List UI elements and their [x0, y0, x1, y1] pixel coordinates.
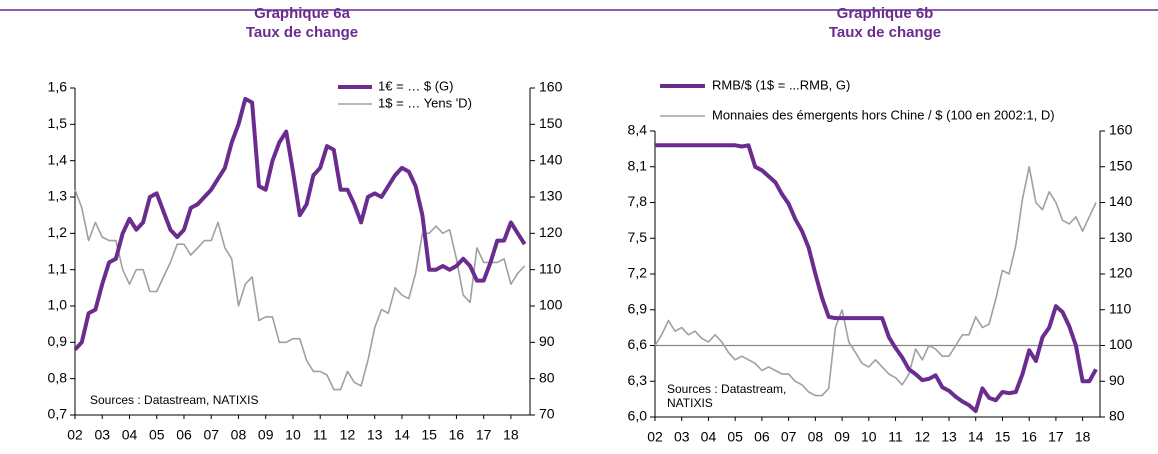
x-tick-label: 06	[754, 429, 770, 445]
x-tick-label: 13	[941, 429, 957, 445]
y2-tick-label: 110	[1109, 300, 1132, 316]
x-tick-label: 08	[808, 429, 824, 445]
x-tick-label: 17	[1048, 429, 1064, 445]
x-tick-label: 12	[340, 427, 356, 443]
y-tick-label: 8,1	[628, 157, 648, 173]
x-tick-label: 18	[503, 427, 519, 443]
source-note: NATIXIS	[667, 396, 713, 410]
series-line	[655, 143, 1098, 413]
x-tick-label: 11	[313, 427, 328, 443]
y2-tick-label: 90	[1109, 372, 1125, 388]
y2-tick-label: 110	[539, 260, 562, 276]
x-tick-label: 04	[701, 429, 717, 445]
x-tick-label: 08	[231, 427, 247, 443]
y-tick-label: 1,5	[48, 115, 68, 131]
y2-tick-label: 150	[1109, 157, 1133, 173]
y-tick-label: 6,9	[628, 300, 648, 316]
x-tick-label: 07	[203, 427, 219, 443]
y-tick-label: 1,3	[48, 188, 68, 204]
y2-tick-label: 130	[539, 188, 563, 204]
y2-tick-label: 150	[539, 115, 563, 131]
y2-tick-label: 160	[1109, 122, 1133, 138]
x-tick-label: 06	[176, 427, 192, 443]
y-tick-label: 1,1	[48, 260, 68, 276]
x-tick-label: 09	[834, 429, 850, 445]
source-note: Sources : Datastream, NATIXIS	[90, 393, 259, 407]
legend-label: RMB/$ (1$ = ...RMB, G)	[712, 77, 850, 92]
y-tick-label: 1,2	[48, 224, 68, 240]
x-tick-label: 13	[367, 427, 383, 443]
chart-title: Graphique 6a	[254, 5, 351, 22]
series-line	[73, 96, 527, 351]
y-tick-label: 6,3	[628, 372, 648, 388]
y2-tick-label: 160	[539, 79, 563, 95]
x-tick-label: 09	[258, 427, 274, 443]
x-tick-label: 02	[647, 429, 663, 445]
y-tick-label: 7,5	[628, 229, 648, 245]
y2-tick-label: 140	[539, 151, 563, 167]
y-tick-label: 1,4	[48, 151, 68, 167]
series-line	[654, 166, 1097, 397]
series-line	[74, 189, 526, 391]
x-tick-label: 10	[285, 427, 301, 443]
y2-tick-label: 90	[539, 333, 555, 349]
x-tick-label: 03	[94, 427, 110, 443]
y-tick-label: 8,4	[628, 122, 648, 138]
x-tick-label: 04	[122, 427, 138, 443]
y2-tick-label: 120	[539, 224, 563, 240]
x-tick-label: 15	[421, 427, 437, 443]
x-tick-label: 16	[449, 427, 465, 443]
y-tick-label: 7,2	[628, 265, 648, 281]
y2-tick-label: 80	[1109, 408, 1125, 424]
y-tick-label: 0,9	[48, 333, 68, 349]
x-tick-label: 15	[995, 429, 1011, 445]
y2-tick-label: 140	[1109, 193, 1133, 209]
legend-label: Monnaies des émergents hors Chine / $ (1…	[712, 107, 1055, 122]
y-tick-label: 1,6	[48, 79, 68, 95]
legend-label: 1€ = … $ (G)	[378, 78, 454, 93]
x-tick-label: 17	[476, 427, 492, 443]
x-tick-label: 05	[149, 427, 165, 443]
y2-tick-label: 130	[1109, 229, 1133, 245]
x-tick-label: 11	[888, 429, 903, 445]
y2-tick-label: 100	[539, 297, 563, 313]
x-tick-label: 10	[861, 429, 877, 445]
y-tick-label: 6,6	[628, 336, 648, 352]
y2-tick-label: 80	[539, 369, 555, 385]
x-tick-label: 07	[781, 429, 797, 445]
chart-title: Graphique 6b	[837, 5, 934, 22]
y2-tick-label: 70	[539, 406, 555, 422]
y-tick-label: 7,8	[628, 193, 648, 209]
source-note: Sources : Datastream,	[667, 382, 786, 396]
legend-label: 1$ = … Yens 'D)	[378, 95, 472, 110]
y-tick-label: 0,7	[48, 406, 68, 422]
x-tick-label: 14	[968, 429, 984, 445]
y-tick-label: 6,0	[628, 408, 648, 424]
x-tick-label: 12	[914, 429, 930, 445]
y2-tick-label: 100	[1109, 336, 1133, 352]
x-tick-label: 02	[67, 427, 83, 443]
x-tick-label: 18	[1075, 429, 1091, 445]
chart-subtitle: Taux de change	[246, 24, 358, 41]
y-tick-label: 1,0	[48, 297, 68, 313]
y-tick-label: 0,8	[48, 369, 68, 385]
x-tick-label: 03	[674, 429, 690, 445]
x-tick-label: 05	[727, 429, 743, 445]
chart-subtitle: Taux de change	[829, 24, 941, 41]
x-tick-label: 16	[1021, 429, 1037, 445]
y2-tick-label: 120	[1109, 265, 1133, 281]
x-tick-label: 14	[394, 427, 410, 443]
